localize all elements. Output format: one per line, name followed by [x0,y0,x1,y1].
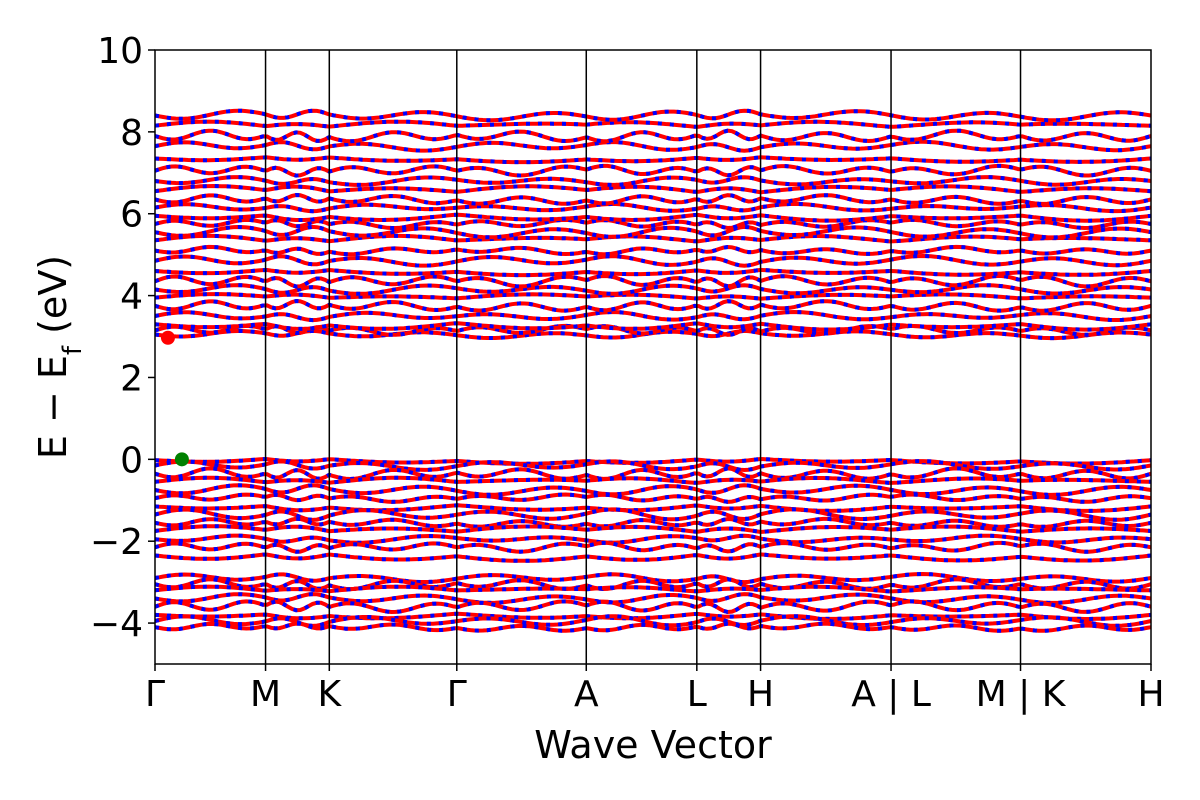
valence-band-red [154,503,1152,513]
valence-band-red [154,611,1152,621]
high-symmetry-lines [264,50,1022,664]
conduction-band-red [154,309,1152,323]
conduction-band-red [154,298,1152,313]
valence-band-blue [154,516,1152,529]
conduction-band-red [154,267,1152,278]
conduction-band-blue [154,224,1152,240]
y-axis-title-unit: (eV) [31,255,75,346]
plot-frame [154,49,1152,665]
valence-band-blue [154,592,1152,605]
valence-band-blue [154,584,1152,594]
conduction-band-blue [154,283,1152,296]
x-tick-label: H [747,674,774,715]
conduction-band-red [154,163,1152,178]
y-axis-title-base: E − E [31,355,75,459]
conduction-band-blue [154,192,1152,206]
x-tick-label: K [317,674,342,715]
valence-band-blue [154,621,1152,633]
valence-band-red [154,552,1152,563]
x-tick-label: M | K [976,674,1067,715]
valence-band-red [154,466,1152,482]
valence-band-blue [154,507,1152,522]
y-axis-title: E − Ef (eV) [31,255,88,459]
valence-band-blue [154,611,1152,621]
conduction-band-red [154,183,1152,195]
conduction-band-red [154,155,1152,165]
valence-band-red [154,475,1152,485]
conduction-band-red [154,175,1152,187]
y-tick-label: 6 [120,195,143,236]
conduction-band-blue [154,267,1152,278]
conduction-band-blue [154,108,1152,123]
valence-band-blue [154,614,1152,628]
x-tick-label: A | L [851,674,931,715]
conduction-band-red [154,128,1152,144]
valence-band-red [154,533,1152,545]
valence-band-blue [154,540,1152,554]
cbm-marker [160,330,175,345]
conduction-band-red [154,273,1152,289]
valence-band-blue [154,456,1152,466]
conduction-band-red [154,119,1152,129]
vbm-marker [174,452,189,467]
x-tick-label: L [687,674,707,715]
conduction-band-blue [154,253,1152,268]
valence-band-blue [154,459,1152,473]
conduction-band-blue [154,244,1152,257]
y-tick-label: 0 [120,440,143,481]
y-tick-label: −2 [90,522,143,563]
conduction-band-blue [154,217,1152,231]
y-tick-label: 2 [120,358,143,399]
x-tick-label: Γ [145,674,165,715]
valence-band-blue [154,483,1152,497]
x-axis-title: Wave Vector [534,723,772,767]
y-tick-label: 8 [120,113,143,154]
y-axis-ticks: −4 −2 0 2 4 6 8 10 [90,31,155,645]
bands-layer [154,108,1152,633]
conduction-band-red [154,202,1152,214]
conduction-band-red [154,321,1152,332]
valence-band-red [154,571,1152,585]
markers-layer [160,330,189,467]
conduction-band-red [154,233,1152,244]
y-tick-label: −4 [90,604,143,645]
conduction-band-blue [154,139,1152,153]
valence-band-red [154,599,1152,615]
x-tick-label: A [574,674,599,715]
valence-band-red [154,584,1152,594]
valence-band-red [154,524,1152,535]
y-axis-title-subscript: f [58,345,88,355]
x-tick-label: H [1137,674,1164,715]
x-tick-label: M [250,674,281,715]
y-tick-label: 10 [97,31,143,72]
valence-band-red [154,456,1152,466]
valence-band-blue [154,492,1152,504]
x-tick-label: Γ [447,674,467,715]
conduction-band-blue [154,155,1152,165]
conduction-band-blue [154,292,1152,301]
conduction-band-red [154,292,1152,301]
conduction-band-red [154,212,1152,223]
y-tick-label: 4 [120,277,143,318]
